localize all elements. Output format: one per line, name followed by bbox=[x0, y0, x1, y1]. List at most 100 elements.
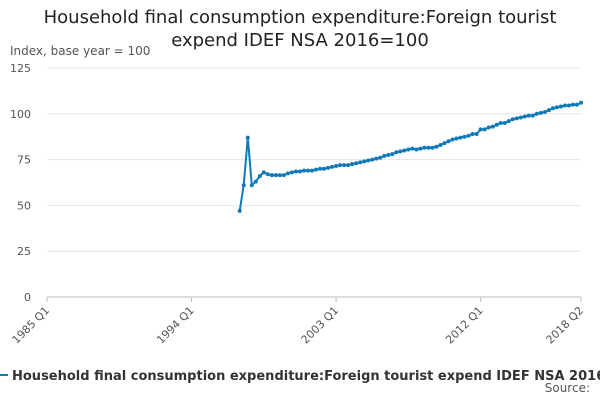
point bbox=[309, 168, 314, 173]
point bbox=[289, 170, 294, 175]
y-tick-label: 0 bbox=[24, 291, 31, 304]
point bbox=[281, 173, 286, 178]
point bbox=[362, 159, 367, 164]
point bbox=[370, 157, 375, 162]
point bbox=[297, 169, 302, 174]
point bbox=[526, 113, 531, 118]
point bbox=[514, 116, 519, 121]
point bbox=[482, 127, 487, 132]
point bbox=[322, 166, 327, 171]
x-tick-label: 1994 Q1 bbox=[154, 304, 197, 347]
point bbox=[249, 183, 254, 188]
point bbox=[430, 145, 435, 150]
point bbox=[522, 114, 527, 119]
point bbox=[318, 166, 323, 171]
y-tick-label: 25 bbox=[17, 245, 31, 258]
point bbox=[346, 163, 351, 168]
point bbox=[342, 163, 347, 168]
legend-label: Household final consumption expenditure:… bbox=[12, 369, 600, 384]
point bbox=[518, 115, 523, 120]
y-tick-label: 125 bbox=[10, 62, 31, 75]
point bbox=[293, 169, 298, 174]
point bbox=[418, 146, 423, 151]
point bbox=[454, 136, 459, 141]
point bbox=[410, 146, 415, 151]
point bbox=[570, 102, 575, 107]
point bbox=[326, 165, 331, 170]
point bbox=[546, 108, 551, 113]
point bbox=[502, 120, 507, 125]
y-axis-label: Index, base year = 100 bbox=[10, 44, 150, 58]
point bbox=[426, 145, 431, 150]
point bbox=[534, 111, 539, 116]
point bbox=[530, 113, 535, 118]
point bbox=[398, 149, 403, 154]
point bbox=[550, 106, 555, 111]
point bbox=[462, 134, 467, 139]
x-tick-label: 2003 Q1 bbox=[299, 304, 342, 347]
point bbox=[273, 173, 278, 178]
point bbox=[538, 110, 543, 115]
point bbox=[358, 160, 363, 165]
point bbox=[257, 174, 262, 179]
point bbox=[434, 144, 439, 149]
point bbox=[374, 156, 379, 161]
point bbox=[378, 155, 383, 160]
point bbox=[474, 131, 479, 136]
point bbox=[382, 153, 387, 158]
line bbox=[238, 101, 582, 212]
point bbox=[414, 147, 419, 152]
point bbox=[562, 103, 567, 108]
point bbox=[253, 179, 258, 184]
point bbox=[494, 122, 499, 127]
point bbox=[579, 100, 583, 105]
point bbox=[237, 208, 242, 213]
point bbox=[334, 164, 339, 169]
point bbox=[498, 120, 503, 125]
point bbox=[470, 131, 475, 136]
point bbox=[285, 171, 290, 176]
point bbox=[466, 133, 471, 138]
point bbox=[438, 142, 443, 147]
y-tick-label: 100 bbox=[10, 108, 31, 121]
y-tick-label: 50 bbox=[17, 199, 31, 212]
point bbox=[554, 105, 559, 110]
point bbox=[442, 141, 447, 146]
point bbox=[478, 127, 483, 132]
point bbox=[269, 173, 274, 178]
point bbox=[338, 163, 343, 168]
chart-title: Household final consumption expenditure:… bbox=[43, 7, 557, 51]
point bbox=[265, 172, 270, 177]
x-tick-label: 1985 Q1 bbox=[10, 304, 53, 347]
point bbox=[386, 153, 391, 158]
point bbox=[402, 148, 407, 153]
point bbox=[350, 162, 355, 167]
point bbox=[422, 145, 427, 150]
point bbox=[366, 158, 371, 163]
point bbox=[566, 103, 571, 108]
point bbox=[486, 125, 491, 130]
point bbox=[450, 137, 455, 142]
point bbox=[301, 168, 306, 173]
y-tick-label: 75 bbox=[17, 154, 31, 167]
point bbox=[245, 135, 250, 140]
point bbox=[490, 124, 495, 129]
point bbox=[330, 164, 335, 169]
point bbox=[506, 119, 511, 124]
point bbox=[241, 183, 246, 188]
point bbox=[458, 135, 463, 140]
point bbox=[558, 104, 563, 109]
point bbox=[406, 147, 411, 152]
point bbox=[277, 173, 282, 178]
point bbox=[305, 168, 310, 173]
source: Source: bbox=[545, 381, 590, 395]
point bbox=[390, 152, 395, 157]
point bbox=[574, 102, 579, 107]
point bbox=[261, 170, 266, 175]
x-tick-label: 2012 Q1 bbox=[443, 304, 486, 347]
point bbox=[314, 167, 319, 172]
point bbox=[446, 139, 451, 144]
point bbox=[354, 161, 359, 166]
